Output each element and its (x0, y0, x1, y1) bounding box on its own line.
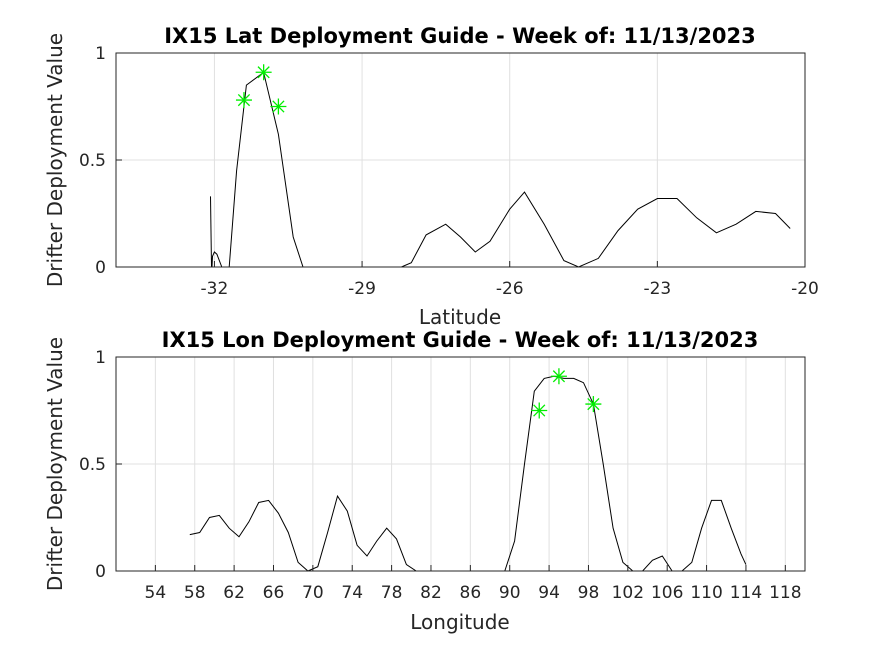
lat-x-tick-label: -20 (791, 279, 819, 299)
lat-chart-title: IX15 Lat Deployment Guide - Week of: 11/… (164, 24, 756, 48)
lon-y-tick-label: 0 (95, 562, 106, 582)
lon-peak-marker (531, 402, 548, 419)
lat-x-tick-label: -26 (496, 279, 524, 299)
lon-x-axis-label: Longitude (410, 610, 509, 634)
lon-x-tick-label: 78 (381, 583, 403, 603)
lon-series (189, 375, 747, 572)
lon-x-tick-label: 82 (420, 583, 442, 603)
lat-x-tick-label: -32 (201, 279, 229, 299)
lon-peak-marker (585, 396, 602, 413)
lat-ticks: -32 -29 -26 -23 -20 0 0.5 1 (79, 44, 819, 299)
lon-series-line (189, 375, 747, 572)
lon-chart: 54 58 62 66 70 74 78 82 86 90 94 98 102 106 110 114 118 0… (79, 328, 806, 634)
lat-peak-marker (235, 92, 252, 109)
lon-x-tick-label: 98 (578, 583, 600, 603)
lon-x-tick-label: 118 (769, 583, 801, 603)
lon-y-tick-label: 0.5 (79, 455, 106, 475)
lon-peak-marker (550, 368, 567, 385)
lon-x-tick-label: 94 (538, 583, 560, 603)
lat-chart: -32 -29 -26 -23 -20 0 0.5 1 IX15 Lat Deployment… (79, 24, 819, 329)
lat-x-tick-label: -23 (643, 279, 671, 299)
lon-x-tick-label: 106 (651, 583, 683, 603)
lon-x-tick-label: 70 (302, 583, 324, 603)
lon-x-tick-label: 54 (145, 583, 167, 603)
lon-axes-border (115, 356, 806, 572)
lat-x-tick-label: -29 (348, 279, 376, 299)
lat-y-tick-label: 0.5 (79, 151, 106, 171)
lat-y-axis-label: Drifter Deployment Value (43, 33, 67, 287)
lon-x-tick-label: 66 (263, 583, 285, 603)
lat-peak-marker (270, 98, 287, 115)
lon-markers (531, 368, 602, 419)
lon-x-tick-label: 110 (690, 583, 722, 603)
lat-y-tick-label: 0 (95, 258, 106, 278)
lon-x-tick-label: 90 (499, 583, 521, 603)
lat-axes-border (115, 52, 806, 268)
lon-chart-title: IX15 Lon Deployment Guide - Week of: 11/… (162, 328, 759, 352)
lon-x-tick-label: 86 (460, 583, 482, 603)
lon-y-axis-label: Drifter Deployment Value (43, 337, 67, 591)
lat-x-axis-label: Latitude (419, 305, 501, 329)
lon-x-tick-label: 58 (184, 583, 206, 603)
lon-ticks: 54 58 62 66 70 74 78 82 86 90 94 98 102 106 110 114 118 0… (79, 348, 806, 603)
lon-y-tick-label: 1 (95, 348, 106, 368)
lat-y-tick-label: 1 (95, 44, 106, 64)
lat-peak-marker (255, 64, 272, 81)
lon-x-tick-label: 74 (341, 583, 363, 603)
lon-x-tick-label: 114 (730, 583, 762, 603)
lat-markers (235, 64, 287, 115)
lon-x-tick-label: 62 (223, 583, 245, 603)
lon-x-tick-label: 102 (612, 583, 644, 603)
